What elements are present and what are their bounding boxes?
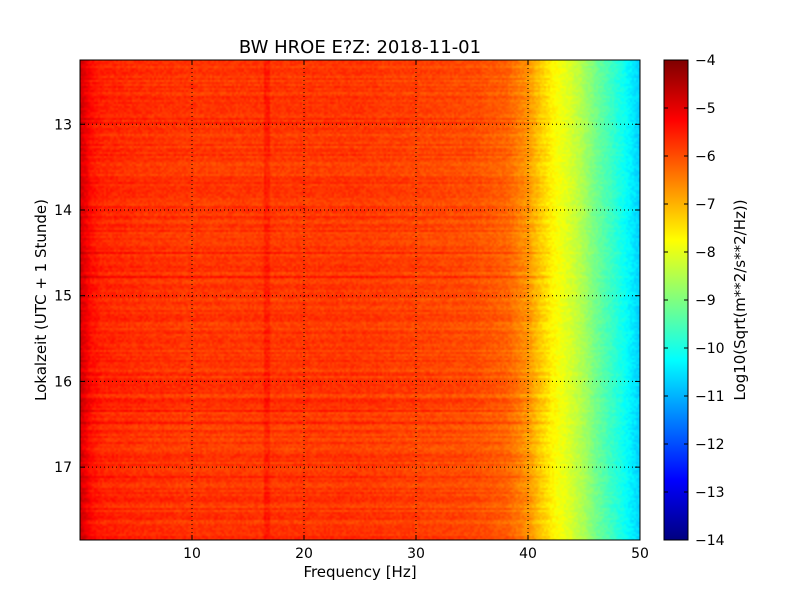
x-tick-label: 30: [407, 546, 425, 562]
y-tick-label: 13: [54, 117, 72, 133]
colorbar-label: Log10(Sqrt(m**2/s**2/Hz)): [731, 199, 749, 400]
chart-title: BW HROE E?Z: 2018-11-01: [239, 37, 481, 58]
plot-frame: [79, 59, 641, 541]
x-tick-label: 40: [519, 546, 537, 562]
grid-lines: [80, 60, 640, 540]
colorbar-tick-label: −6: [695, 149, 716, 165]
x-axis-label: Frequency [Hz]: [303, 563, 416, 581]
colorbar-tick-label: −5: [695, 101, 716, 117]
spectrogram-heatmap: [80, 60, 640, 540]
colorbar-tick-label: −9: [695, 293, 716, 309]
colorbar-tick-label: −4: [695, 53, 716, 69]
colorbar-tick-label: −10: [695, 341, 725, 357]
x-tick-label: 50: [631, 546, 649, 562]
y-axis-ticks: 13 14 15 16 17: [54, 117, 640, 476]
colorbar-tick-label: −8: [695, 245, 716, 261]
colorbar-tick-label: −7: [695, 197, 716, 213]
x-tick-label: 10: [183, 546, 201, 562]
x-axis-ticks: 10 20 30 40 50: [183, 60, 649, 562]
x-tick-label: 20: [295, 546, 313, 562]
y-tick-label: 17: [54, 460, 72, 476]
y-tick-label: 15: [54, 289, 72, 305]
colorbar-ticks: −4 −5 −6 −7 −8 −9 −10 −11 −12 −13 −14: [664, 53, 725, 549]
y-tick-label: 16: [54, 374, 72, 390]
colorbar-tick-label: −12: [695, 437, 725, 453]
colorbar-tick-label: −13: [695, 485, 725, 501]
colorbar-tick-label: −11: [695, 389, 725, 405]
y-axis-label: Lokalzeit (UTC + 1 Stunde): [32, 199, 50, 401]
colorbar-tick-label: −14: [695, 533, 725, 549]
y-tick-label: 14: [54, 203, 72, 219]
